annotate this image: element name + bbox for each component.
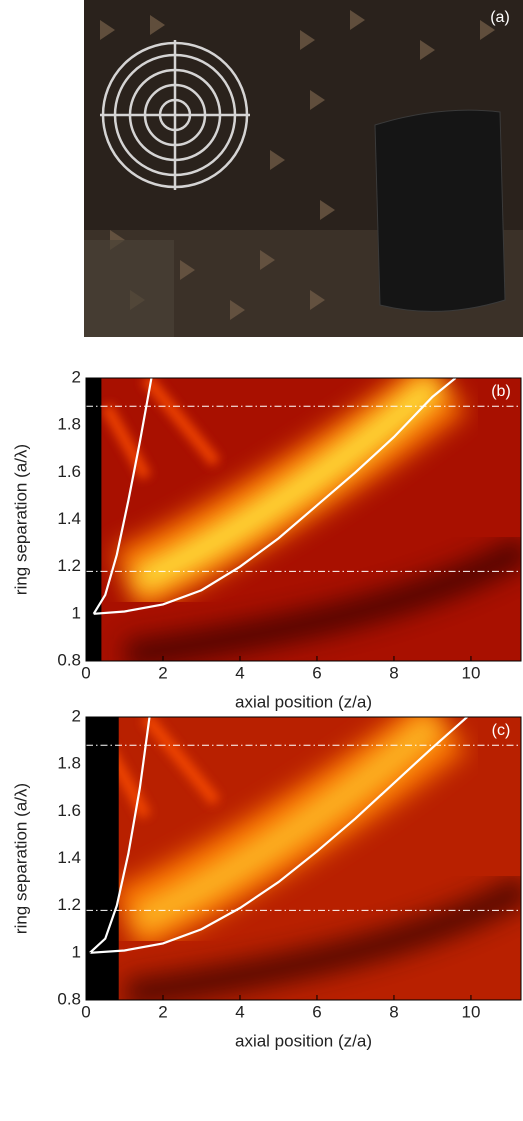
x-tick-label: 8 [389,663,398,682]
masked-strip [86,378,102,661]
heatmap-glow [130,378,446,595]
y-tick-label: 1 [72,942,81,961]
x-tick-label: 2 [158,1002,167,1021]
x-tick-label: 10 [461,663,480,682]
y-tick-label: 1 [72,603,81,622]
heatmap-dark [123,873,521,1000]
y-tick-label: 1.2 [57,895,81,914]
y-axis-label: ring separation (a/λ) [11,783,30,934]
panel-label: (b) [491,383,511,400]
y-tick-label: 0.8 [57,989,81,1008]
panel-label: (c) [492,722,511,739]
y-tick-label: 1.4 [57,848,81,867]
heatmap-dark [123,534,521,661]
panel-label: (a) [490,9,510,26]
x-tick-label: 10 [461,1002,480,1021]
y-tick-label: 1.4 [57,509,81,528]
x-axis-label: axial position (z/a) [235,692,372,711]
curve [93,378,457,615]
heatmap-image [86,378,521,661]
y-tick-label: 1.6 [57,801,81,820]
y-tick-label: 1.8 [57,415,81,434]
x-tick-label: 4 [235,1002,244,1021]
x-tick-label: 8 [389,1002,398,1021]
x-tick-label: 6 [312,663,321,682]
x-axis-label: axial position (z/a) [235,1031,372,1050]
photo: (a) [84,0,523,337]
curve [92,378,153,615]
x-tick-label: 0 [81,1002,90,1021]
y-tick-label: 2 [72,367,81,386]
heatmap-glow [100,378,221,481]
chart: 0 2 4 6 8 10 0.8 1 1.2 1.4 1.6 1.8 2 axial position (… [11,706,522,1050]
x-tick-label: 2 [158,663,167,682]
y-axis-label: ring separation (a/λ) [11,444,30,595]
x-tick-label: 4 [235,663,244,682]
y-tick-label: 1.2 [57,556,81,575]
heatmap-image [86,717,521,1000]
y-tick-label: 1.8 [57,754,81,773]
heatmap-glow [130,717,446,934]
x-tick-label: 6 [312,1002,321,1021]
curve [89,717,468,954]
y-tick-label: 0.8 [57,650,81,669]
y-tick-label: 1.6 [57,462,81,481]
y-tick-label: 2 [72,706,81,725]
curve [89,717,151,954]
chart: 0 2 4 6 8 10 0.8 1 1.2 1.4 1.6 1.8 2 axial position (… [11,367,522,711]
x-tick-label: 0 [81,663,90,682]
